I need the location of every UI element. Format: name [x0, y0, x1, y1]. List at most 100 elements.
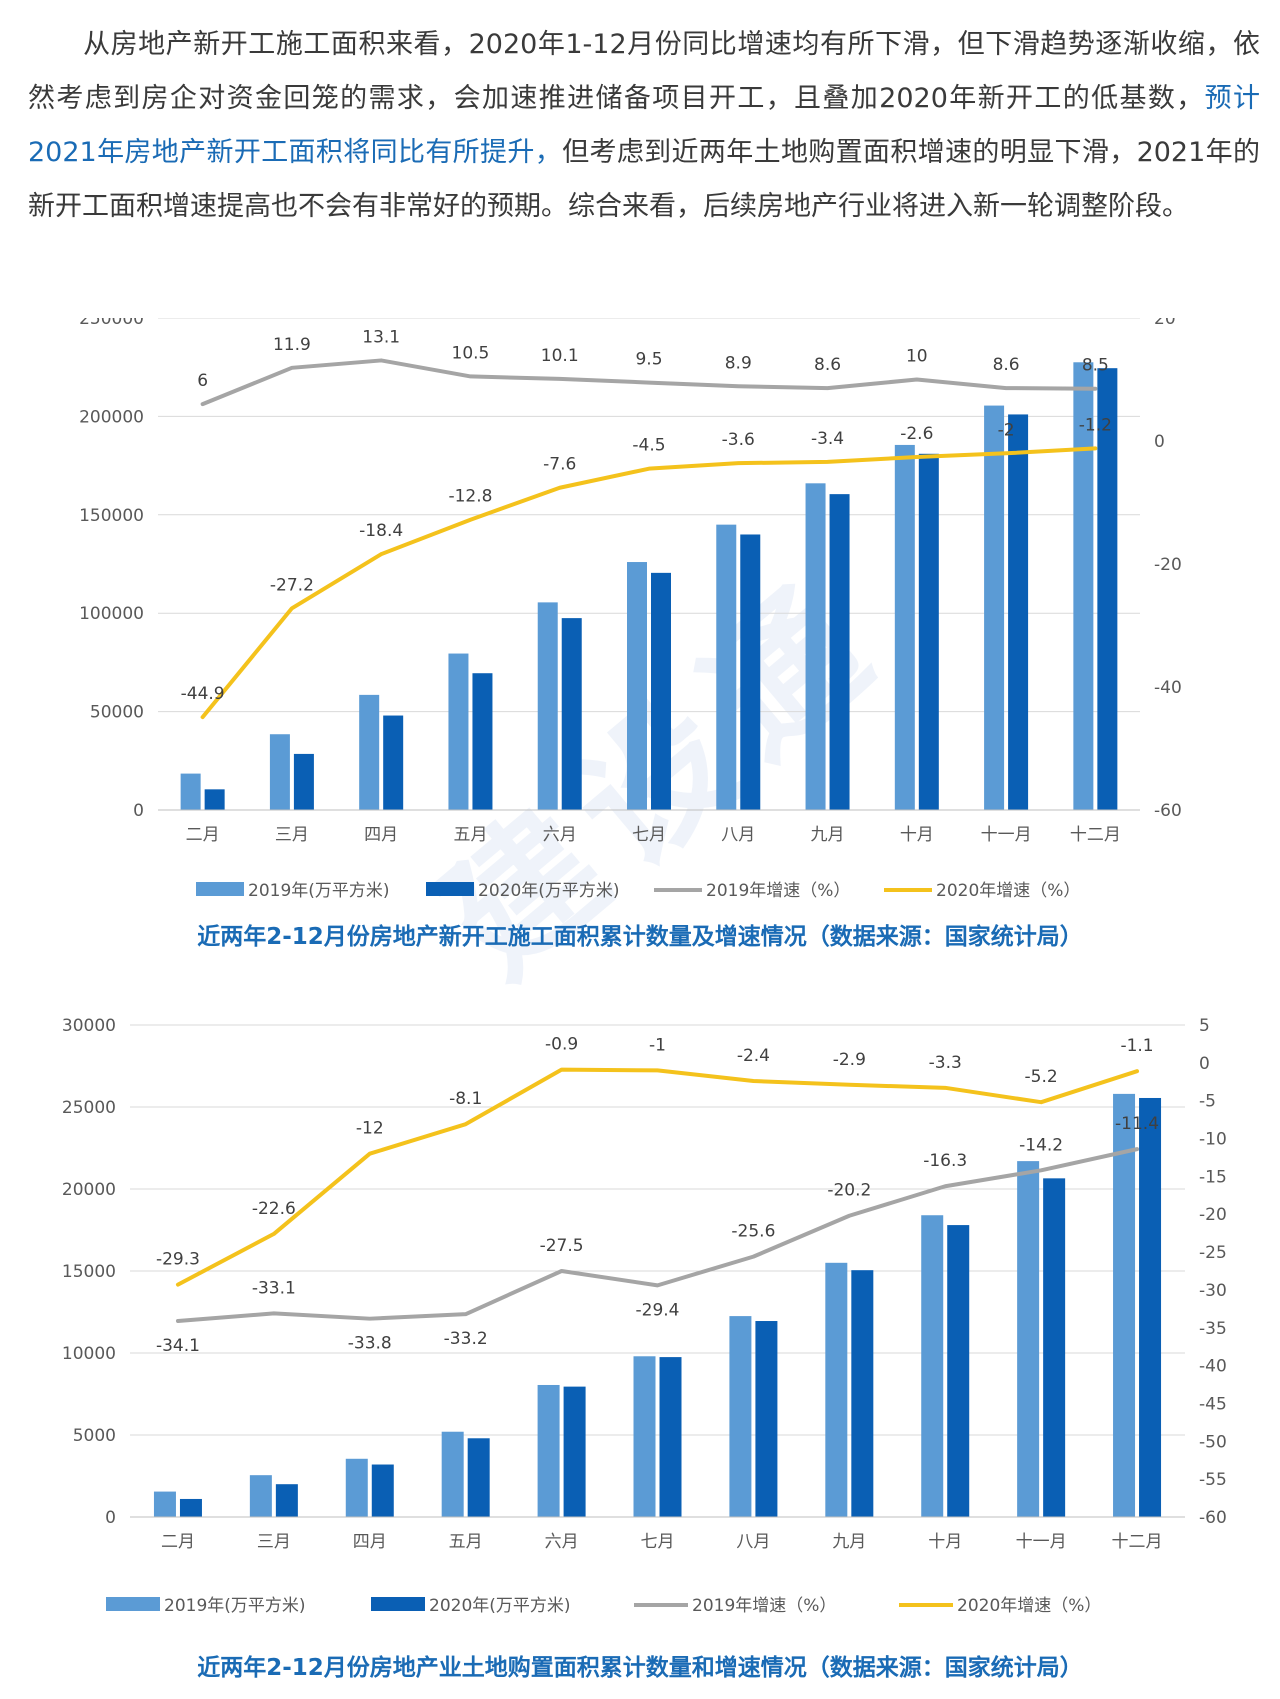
y-right-tick-label: -35: [1199, 1319, 1227, 1339]
x-tick-label: 九月: [832, 1532, 866, 1552]
bar-2019: [894, 444, 915, 810]
bar-2020: [472, 673, 493, 810]
bar-2020: [1008, 414, 1029, 810]
series-line-2020: [200, 446, 1098, 720]
x-tick-label: 二月: [161, 1532, 195, 1552]
bar-2019: [441, 1431, 464, 1517]
data-label-2020: -22.6: [252, 1199, 296, 1219]
data-label-2020: -29.3: [156, 1250, 200, 1270]
bar-2019: [269, 734, 290, 810]
y-left-tick-label: 100000: [79, 604, 144, 624]
bar-2020: [275, 1484, 298, 1517]
data-label-2020: -5.2: [1025, 1067, 1058, 1087]
bar-2019: [627, 562, 647, 810]
x-tick-label: 十二月: [1112, 1532, 1163, 1552]
bar-2020: [755, 1321, 778, 1517]
data-label-2019: 8.6: [993, 355, 1020, 375]
data-label-2020: -2: [998, 420, 1015, 440]
data-label-2020: -3.4: [811, 429, 844, 449]
bar-2019: [1017, 1161, 1040, 1517]
data-label-2020: -27.2: [270, 575, 314, 595]
legend-label: 2020年(万平方米): [478, 881, 620, 901]
y-left-tick-label: 30000: [62, 1016, 116, 1036]
data-label-2019: 6: [197, 371, 208, 391]
bar-2020: [947, 1225, 970, 1517]
bar-2020: [740, 534, 761, 810]
bar-2019: [984, 405, 1005, 810]
bar-2019: [249, 1475, 272, 1517]
y-right-tick-label: -20: [1154, 555, 1182, 575]
intro-paragraph: 从房地产新开工施工面积来看，2020年1-12月份同比增速均有所下滑，但下滑趋势…: [28, 18, 1260, 234]
y-right-tick-label: 20: [1154, 318, 1176, 329]
data-label-2020: -2.4: [737, 1046, 770, 1066]
legend-swatch: [196, 882, 244, 896]
x-tick-label: 四月: [364, 825, 398, 845]
bar-2020: [383, 715, 404, 810]
y-left-tick-label: 25000: [62, 1098, 116, 1118]
legend-label: 2019年(万平方米): [164, 1596, 306, 1616]
legend-label: 2019年(万平方米): [248, 881, 390, 901]
series-line-2020: [175, 1067, 1140, 1287]
x-tick-label: 十一月: [1016, 1532, 1067, 1552]
x-tick-label: 四月: [353, 1532, 387, 1552]
y-left-tick-label: 15000: [62, 1262, 116, 1282]
y-right-tick-label: -45: [1199, 1394, 1227, 1414]
data-label-2020: -3.6: [722, 430, 755, 450]
data-label-2020: -12.8: [448, 487, 492, 507]
y-right-tick-label: -60: [1154, 801, 1182, 821]
data-label-2019: 11.9: [273, 335, 311, 355]
x-tick-label: 十二月: [1070, 825, 1121, 845]
y-right-tick-label: -20: [1199, 1205, 1227, 1225]
data-label-2020: -3.3: [929, 1053, 962, 1073]
bar-2020: [371, 1464, 394, 1517]
x-tick-label: 三月: [257, 1532, 291, 1552]
y-left-tick-label: 250000: [79, 318, 144, 329]
bar-2019: [448, 653, 469, 810]
bar-2020: [1139, 1097, 1162, 1517]
y-right-tick-label: -55: [1199, 1470, 1227, 1490]
y-left-tick-label: 50000: [90, 703, 144, 723]
chart-caption: 近两年2-12月份房地产新开工施工面积累计数量及增速情况（数据来源：国家统计局）: [197, 923, 1083, 950]
bar-2020: [918, 453, 939, 810]
x-tick-label: 十月: [900, 825, 934, 845]
data-label-2019: 8.6: [814, 355, 841, 375]
data-label-2020: -18.4: [359, 521, 403, 541]
bar-2020: [204, 789, 225, 810]
y-right-tick-label: 0: [1199, 1054, 1210, 1074]
data-label-2020: -12: [356, 1119, 384, 1139]
data-label-2019: 8.9: [725, 353, 752, 373]
bar-2019: [716, 524, 737, 810]
legend-label: 2020年(万平方米): [429, 1596, 571, 1616]
bar-2020: [293, 753, 314, 810]
bar-2020: [851, 1270, 874, 1517]
legend-swatch: [106, 1597, 160, 1611]
bar-2019: [180, 773, 201, 810]
bar-2020: [1097, 368, 1118, 810]
data-label-2019: -25.6: [731, 1222, 775, 1242]
y-left-tick-label: 200000: [79, 407, 144, 427]
x-tick-label: 七月: [632, 825, 666, 845]
data-label-2019: -33.1: [252, 1278, 296, 1298]
data-label-2019: 10.5: [452, 343, 490, 363]
bar-2019: [805, 483, 826, 810]
data-label-2020: -8.1: [449, 1089, 482, 1109]
y-right-tick-label: -60: [1199, 1508, 1227, 1528]
data-label-2019: -14.2: [1019, 1135, 1063, 1155]
bar-2019: [729, 1316, 752, 1517]
y-left-tick-label: 5000: [73, 1426, 116, 1446]
x-tick-label: 五月: [453, 825, 487, 845]
data-label-2019: 8.5: [1082, 356, 1109, 376]
data-label-2019: -33.8: [348, 1334, 392, 1354]
bar-2020: [1043, 1178, 1066, 1517]
paragraph-text-2: 但考虑到近两年土地购置面积增速的明显下滑，2021年的新开工面积增速提高也不会有…: [28, 137, 1260, 222]
y-right-tick-label: -25: [1199, 1243, 1227, 1263]
data-label-2020: -7.6: [543, 455, 576, 475]
bar-2020: [561, 618, 582, 810]
data-label-2019: 10.1: [541, 346, 579, 366]
x-tick-label: 二月: [186, 825, 220, 845]
legend-label: 2020年增速（%）: [957, 1596, 1101, 1616]
data-label-2019: -16.3: [923, 1151, 967, 1171]
x-tick-label: 五月: [449, 1532, 483, 1552]
x-tick-label: 九月: [811, 825, 845, 845]
bar-2019: [921, 1215, 944, 1517]
